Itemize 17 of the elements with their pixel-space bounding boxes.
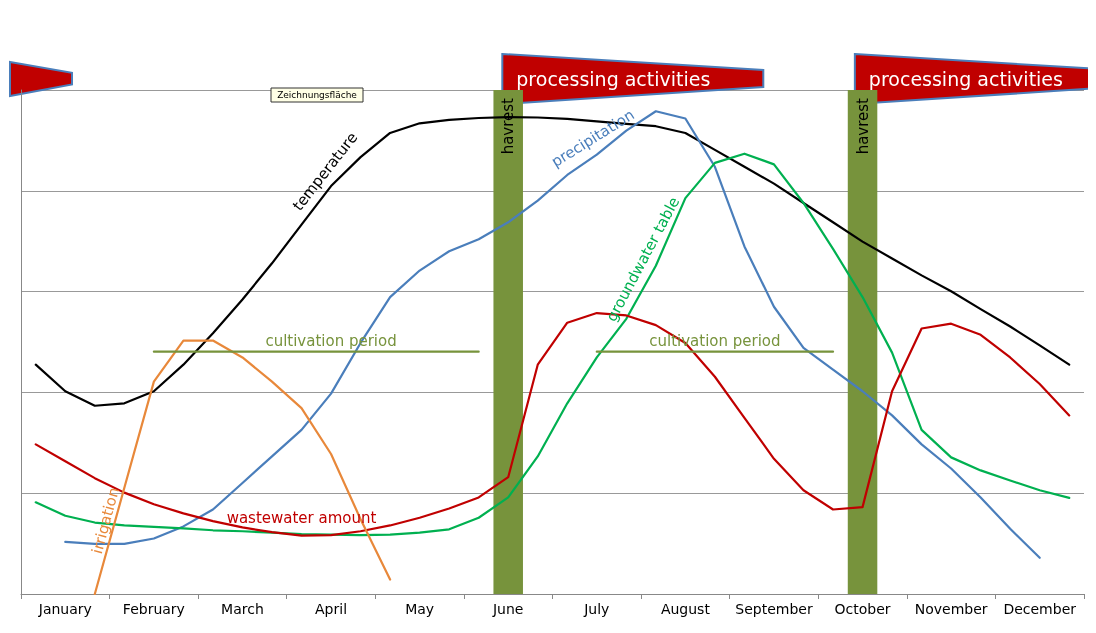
x-tick-label: April — [315, 601, 348, 617]
text: processing activities — [516, 68, 711, 90]
x-tick-label: May — [405, 601, 435, 617]
band-label: havrest — [853, 97, 872, 155]
x-tick-label: July — [583, 601, 610, 617]
x-tick-label: September — [735, 601, 813, 617]
x-tick-label: January — [37, 601, 92, 617]
x-tick-label: November — [914, 601, 988, 617]
x-tick-label: December — [1003, 601, 1077, 617]
text: processing activities — [868, 68, 1063, 90]
band-label: havrest — [499, 97, 518, 155]
x-tick-label: February — [122, 601, 185, 617]
x-tick-label: June — [491, 601, 524, 617]
x-tick-label: August — [660, 601, 711, 617]
text: Zeichnungsfläche — [277, 90, 358, 100]
x-tick-label: October — [834, 601, 891, 617]
x-tick-label: March — [221, 601, 264, 617]
